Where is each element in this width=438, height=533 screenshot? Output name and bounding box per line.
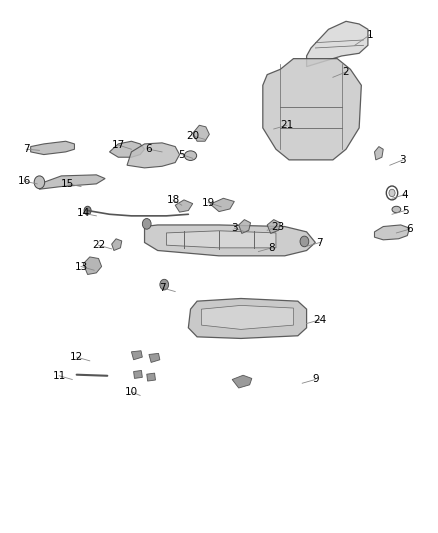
Text: 7: 7: [316, 238, 323, 247]
Circle shape: [34, 176, 45, 189]
Text: 12: 12: [70, 352, 83, 362]
Polygon shape: [193, 125, 209, 141]
Polygon shape: [201, 305, 293, 329]
Polygon shape: [112, 239, 122, 251]
Polygon shape: [39, 175, 105, 189]
Text: 21: 21: [280, 120, 293, 130]
Text: 22: 22: [92, 240, 105, 250]
Polygon shape: [127, 143, 180, 168]
Text: 1: 1: [367, 30, 374, 39]
Text: 18: 18: [166, 195, 180, 205]
Text: 6: 6: [145, 144, 152, 154]
Text: 9: 9: [312, 375, 319, 384]
Text: 5: 5: [178, 150, 185, 159]
Text: 4: 4: [402, 190, 409, 199]
Polygon shape: [267, 220, 280, 233]
Polygon shape: [175, 200, 193, 212]
Polygon shape: [232, 375, 252, 388]
Text: 11: 11: [53, 371, 66, 381]
Text: 14: 14: [77, 208, 90, 218]
Polygon shape: [210, 198, 234, 212]
Text: 19: 19: [201, 198, 215, 207]
Text: 17: 17: [112, 140, 125, 150]
Polygon shape: [188, 298, 307, 338]
Polygon shape: [307, 21, 368, 67]
Text: 24: 24: [313, 315, 326, 325]
Polygon shape: [374, 225, 410, 240]
Text: 16: 16: [18, 176, 31, 186]
Text: 10: 10: [125, 387, 138, 397]
Polygon shape: [83, 257, 102, 274]
Text: 3: 3: [231, 223, 238, 233]
Polygon shape: [149, 353, 160, 362]
Text: 2: 2: [343, 67, 350, 77]
Text: 3: 3: [399, 155, 406, 165]
Polygon shape: [374, 147, 383, 160]
Circle shape: [389, 189, 395, 197]
Polygon shape: [239, 220, 251, 233]
Polygon shape: [110, 141, 145, 157]
Text: 5: 5: [402, 206, 409, 215]
Polygon shape: [31, 141, 74, 155]
Text: 20: 20: [186, 131, 199, 141]
Text: 7: 7: [23, 144, 30, 154]
Polygon shape: [263, 59, 361, 160]
Circle shape: [300, 236, 309, 247]
Polygon shape: [134, 370, 142, 378]
Polygon shape: [131, 351, 142, 360]
Polygon shape: [166, 231, 276, 248]
Text: 7: 7: [159, 283, 166, 293]
Text: 23: 23: [272, 222, 285, 231]
Text: 15: 15: [61, 179, 74, 189]
Ellipse shape: [392, 206, 401, 213]
Circle shape: [84, 206, 91, 215]
Text: 8: 8: [268, 243, 275, 253]
Circle shape: [142, 219, 151, 229]
Text: 13: 13: [74, 262, 88, 271]
Circle shape: [160, 279, 169, 290]
Polygon shape: [145, 225, 315, 256]
Polygon shape: [147, 373, 155, 381]
Text: 6: 6: [406, 224, 413, 234]
Ellipse shape: [184, 151, 197, 160]
